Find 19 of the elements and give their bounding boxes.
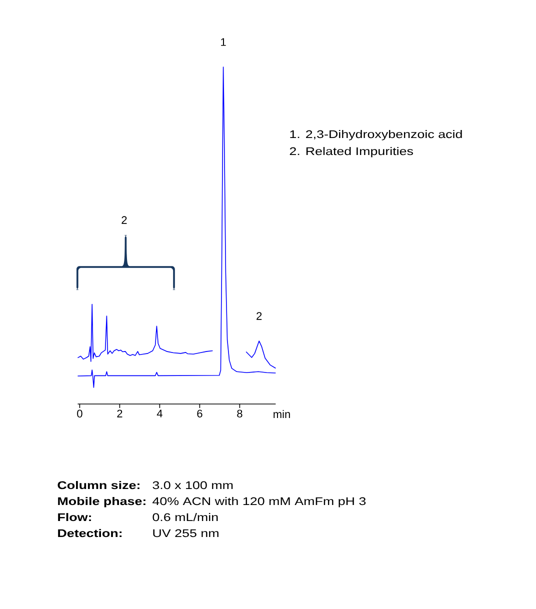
text: 1. 2,3-Dihydroxybenzoic acid: [290, 130, 462, 140]
x-tick-label: 8: [237, 410, 242, 418]
annotation: 2: [256, 312, 262, 320]
text: 40% ACN with 120 mM AmFm pH 3: [152, 497, 366, 508]
text: 0.6 mL/min: [152, 513, 218, 522]
x-tick-label: 6: [197, 410, 202, 418]
x-axis-title: min: [274, 410, 290, 418]
text: UV 255 nm: [153, 529, 218, 538]
x-tick-label: 4: [156, 410, 162, 418]
x-tick-label: 0: [77, 410, 82, 418]
text: Flow:: [58, 513, 91, 522]
annotation: 1: [221, 38, 226, 46]
text: Column size:: [58, 481, 140, 490]
annotation: 2: [122, 216, 127, 224]
text: Detection:: [58, 529, 122, 538]
text: Mobile phase:: [58, 497, 146, 508]
text: 3.0 x 100 mm: [152, 481, 233, 490]
x-tick-label: 2: [117, 410, 122, 418]
text: 2. Related Impurities: [290, 147, 414, 158]
